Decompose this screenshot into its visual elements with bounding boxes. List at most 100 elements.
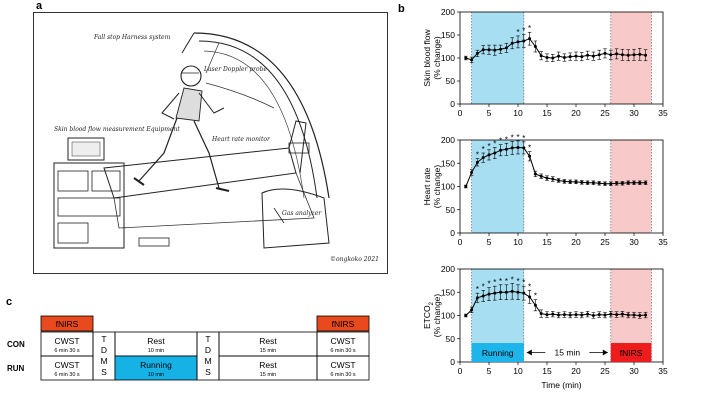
row-label-con: CON bbox=[7, 340, 25, 349]
data-point bbox=[487, 292, 491, 296]
data-point bbox=[487, 153, 491, 157]
panel-letter-a: a bbox=[36, 0, 43, 12]
fnirs-phase-shade bbox=[610, 12, 652, 104]
data-point bbox=[551, 312, 555, 316]
data-point bbox=[493, 151, 497, 155]
x-tick-label: 30 bbox=[629, 108, 639, 118]
x-tick-label: 10 bbox=[513, 237, 523, 247]
significance-star: * bbox=[493, 278, 496, 287]
y-tick-label: 150 bbox=[441, 30, 455, 40]
arrow-head-left bbox=[526, 349, 532, 356]
data-point bbox=[568, 313, 572, 317]
y-tick-label: 100 bbox=[441, 311, 455, 321]
running-10-run-duration: 10 min bbox=[148, 372, 165, 378]
x-tick-label: 35 bbox=[658, 366, 668, 376]
rest-10-con-duration: 10 min bbox=[148, 348, 165, 354]
tdms-1-letter: D bbox=[101, 345, 107, 355]
tdms-1-letter: T bbox=[101, 334, 106, 344]
experiment-setup-illustration: Fall stop Harness system Laser Doppler p… bbox=[33, 12, 388, 274]
label-laser: Laser Doppler probe bbox=[203, 66, 267, 73]
y-tick-label: 100 bbox=[441, 53, 455, 63]
significance-star: * bbox=[499, 277, 502, 286]
data-point bbox=[580, 180, 584, 184]
data-point bbox=[475, 51, 479, 55]
y-tick-label: 0 bbox=[450, 228, 455, 238]
cwst-run-start-duration: 6 min 30 s bbox=[54, 372, 80, 378]
significance-star: * bbox=[505, 277, 508, 286]
data-point bbox=[464, 314, 468, 317]
data-point bbox=[533, 172, 537, 176]
x-tick-label: 0 bbox=[458, 237, 463, 247]
data-point bbox=[597, 53, 601, 57]
data-point bbox=[609, 53, 613, 57]
data-point bbox=[615, 181, 619, 185]
data-point bbox=[528, 37, 532, 41]
label-skin-blood-flow: Skin blood flow measurement Equipment bbox=[54, 126, 180, 133]
data-point bbox=[522, 291, 526, 295]
equipment-cart bbox=[53, 162, 125, 249]
rest-10-con-label: Rest bbox=[147, 336, 165, 346]
significance-star: * bbox=[482, 282, 485, 291]
data-point bbox=[615, 313, 619, 317]
data-point bbox=[626, 53, 630, 57]
x-tick-label: 10 bbox=[513, 108, 523, 118]
data-point bbox=[533, 303, 537, 307]
rest-15-con-duration: 15 min bbox=[260, 348, 277, 354]
x-tick-label: 35 bbox=[658, 237, 668, 247]
x-tick-label: 20 bbox=[571, 366, 581, 376]
cwst-con-start-duration: 6 min 30 s bbox=[54, 348, 80, 354]
significance-star: * bbox=[516, 133, 519, 142]
arrow-head-right bbox=[602, 349, 608, 356]
data-point bbox=[609, 312, 613, 316]
gas-analyzer bbox=[261, 188, 330, 249]
running-bar bbox=[471, 343, 524, 362]
data-point bbox=[539, 54, 543, 58]
significance-star: * bbox=[482, 145, 485, 154]
data-point bbox=[545, 176, 549, 180]
data-point bbox=[528, 154, 532, 158]
data-point bbox=[626, 181, 630, 185]
significance-star: * bbox=[476, 285, 479, 294]
significance-star: * bbox=[493, 139, 496, 148]
running-bar-label: Running bbox=[482, 348, 514, 358]
significance-star: * bbox=[528, 144, 531, 153]
data-point bbox=[516, 290, 520, 294]
x-tick-label: 10 bbox=[513, 366, 523, 376]
data-point bbox=[644, 53, 648, 57]
x-tick-label: 20 bbox=[571, 108, 581, 118]
data-point bbox=[620, 312, 624, 316]
cwst-run-start-label: CWST bbox=[54, 360, 79, 370]
y-tick-label: 150 bbox=[441, 158, 455, 168]
fnirs-phase-shade bbox=[610, 140, 652, 233]
data-point bbox=[539, 312, 543, 316]
data-point bbox=[533, 45, 537, 48]
data-point bbox=[626, 313, 630, 317]
y-tick-label: 200 bbox=[441, 135, 455, 145]
cwst-con-end-label: CWST bbox=[330, 336, 355, 346]
data-point bbox=[516, 145, 520, 149]
data-point bbox=[481, 48, 485, 52]
data-point bbox=[632, 53, 636, 57]
data-point bbox=[504, 46, 508, 50]
data-point bbox=[475, 296, 479, 300]
data-point bbox=[545, 313, 549, 317]
fnirs-header-end bbox=[316, 315, 370, 332]
fnirs-bar-label: fNIRS bbox=[620, 348, 643, 358]
y-tick-label: 50 bbox=[446, 334, 456, 344]
x-tick-label: 5 bbox=[487, 366, 492, 376]
y-tick-label: 0 bbox=[450, 357, 455, 367]
data-point bbox=[580, 55, 584, 59]
data-point bbox=[620, 53, 624, 57]
y-tick-label: 100 bbox=[441, 182, 455, 192]
data-point bbox=[557, 178, 561, 182]
significance-star: * bbox=[487, 280, 490, 289]
data-point bbox=[562, 313, 566, 317]
data-point bbox=[499, 290, 503, 294]
data-point bbox=[499, 148, 503, 152]
x-tick-label: 15 bbox=[542, 237, 552, 247]
tdms-1-letter: M bbox=[100, 356, 107, 366]
panel-letter-b: b bbox=[398, 3, 405, 15]
data-point bbox=[493, 48, 497, 52]
data-point bbox=[504, 290, 508, 294]
